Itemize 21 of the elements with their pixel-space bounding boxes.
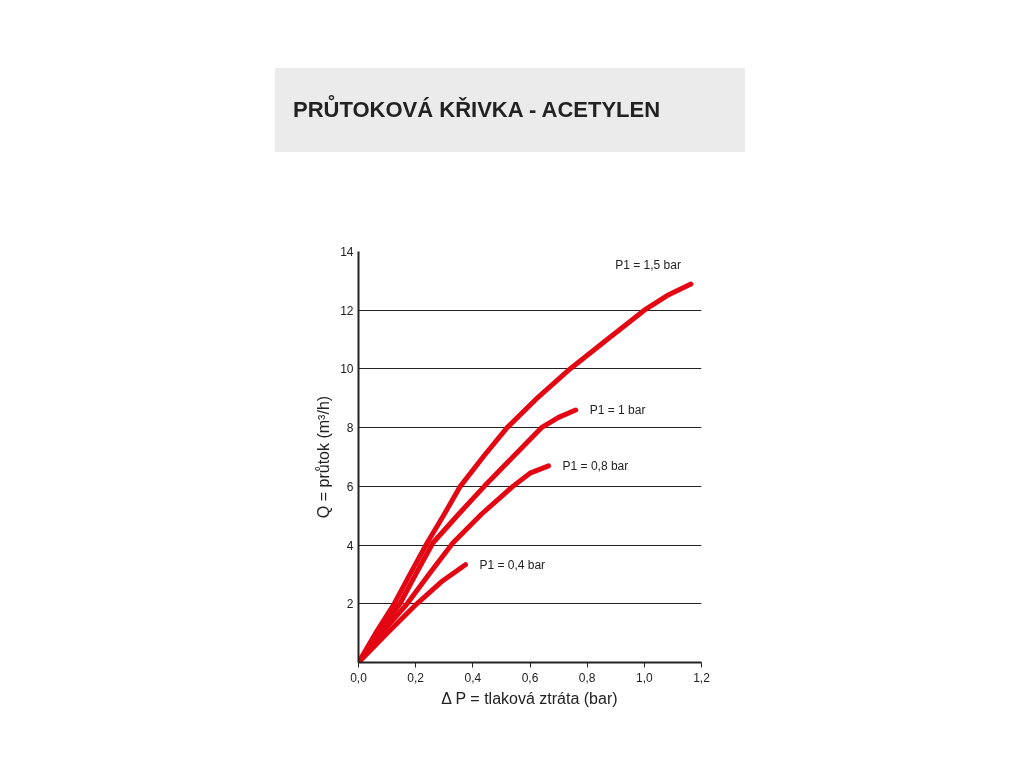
x-tick-label: 1,2 <box>693 670 711 685</box>
y-tick-label: 2 <box>346 597 354 612</box>
x-tick-label: 0,2 <box>407 670 425 685</box>
series-label: P1 = 0,8 bar <box>562 458 629 473</box>
y-tick-label: 4 <box>346 538 354 553</box>
x-axis-title: Δ P = tlaková ztráta (bar) <box>441 689 618 707</box>
y-axis-title: Q = průtok (m³/h) <box>315 395 333 519</box>
y-tick-label: 14 <box>340 245 354 259</box>
series-label: P1 = 0,4 bar <box>479 557 546 572</box>
y-tick-label: 6 <box>346 479 354 494</box>
x-tick-label: 1,0 <box>635 670 653 685</box>
x-tick-label: 0,6 <box>521 670 539 685</box>
y-tick-label: 8 <box>346 421 354 436</box>
chart-title: PRŮTOKOVÁ KŘIVKA - ACETYLEN <box>293 96 661 124</box>
x-tick-label: 0,0 <box>350 670 368 685</box>
y-tick-label: 10 <box>340 362 354 377</box>
x-tick-label: 0,4 <box>464 670 482 685</box>
x-tick-label: 0,8 <box>578 670 596 685</box>
y-tick-label: 12 <box>340 303 354 318</box>
series-label: P1 = 1 bar <box>589 403 646 418</box>
series-label: P1 = 1,5 bar <box>615 258 681 273</box>
